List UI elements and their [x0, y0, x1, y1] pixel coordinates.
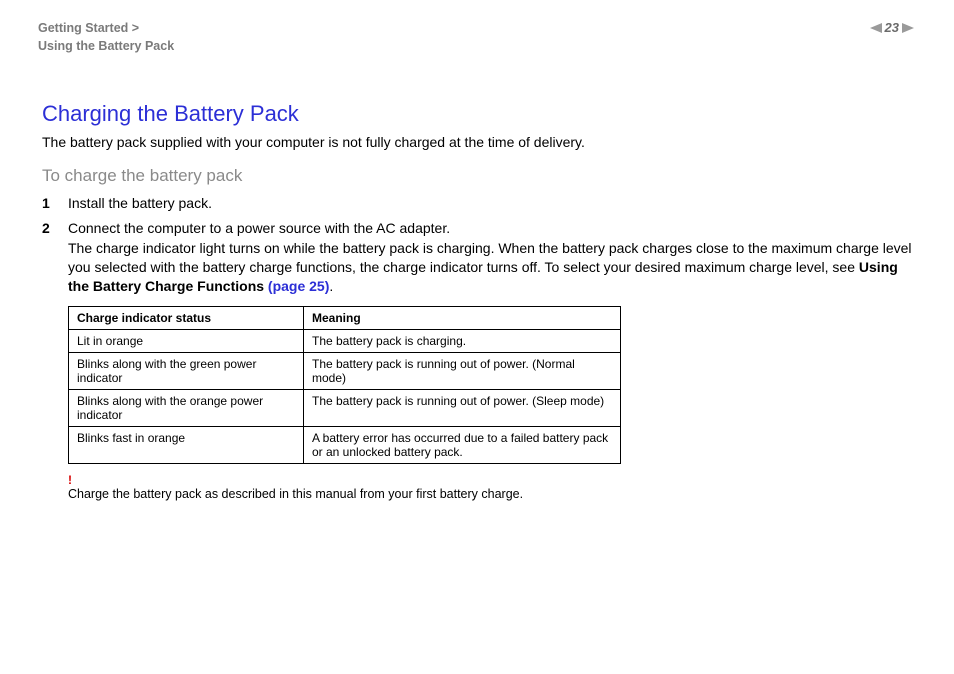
page-number: 23 [885, 20, 899, 35]
content-area: Charging the Battery Pack The battery pa… [38, 101, 916, 501]
step-line: Connect the computer to a power source w… [68, 220, 450, 236]
step-line: The charge indicator light turns on whil… [68, 240, 912, 275]
step-number: 2 [42, 219, 68, 238]
step-text: Connect the computer to a power source w… [68, 219, 916, 296]
table-row: Blinks fast in orange A battery error ha… [69, 427, 621, 464]
breadcrumb-line1: Getting Started > [38, 21, 139, 35]
cell-meaning: A battery error has occurred due to a fa… [304, 427, 621, 464]
step-line-end: . [329, 278, 333, 294]
table-header-meaning: Meaning [304, 307, 621, 330]
page-header: Getting Started > Using the Battery Pack… [38, 20, 916, 55]
cell-meaning: The battery pack is charging. [304, 330, 621, 353]
note-text: Charge the battery pack as described in … [68, 487, 523, 501]
cell-status: Blinks along with the green power indica… [69, 353, 304, 390]
cell-meaning: The battery pack is running out of power… [304, 390, 621, 427]
main-heading: Charging the Battery Pack [42, 101, 916, 127]
step-item: 1 Install the battery pack. [42, 194, 916, 213]
sub-heading: To charge the battery pack [42, 166, 916, 186]
table-row: Blinks along with the green power indica… [69, 353, 621, 390]
cell-status: Blinks fast in orange [69, 427, 304, 464]
cell-meaning: The battery pack is running out of power… [304, 353, 621, 390]
step-text: Install the battery pack. [68, 194, 916, 213]
step-item: 2 Connect the computer to a power source… [42, 219, 916, 296]
table-row: Lit in orange The battery pack is chargi… [69, 330, 621, 353]
note-block: ! Charge the battery pack as described i… [68, 474, 916, 501]
breadcrumb: Getting Started > Using the Battery Pack [38, 20, 174, 55]
intro-paragraph: The battery pack supplied with your comp… [42, 133, 916, 152]
table-row: Blinks along with the orange power indic… [69, 390, 621, 427]
status-table: Charge indicator status Meaning Lit in o… [68, 306, 621, 464]
breadcrumb-line2: Using the Battery Pack [38, 39, 174, 53]
cell-status: Blinks along with the orange power indic… [69, 390, 304, 427]
cell-status: Lit in orange [69, 330, 304, 353]
warning-icon: ! [68, 474, 916, 486]
table-header-row: Charge indicator status Meaning [69, 307, 621, 330]
page-reference-link[interactable]: (page 25) [268, 278, 329, 294]
steps-list: 1 Install the battery pack. 2 Connect th… [42, 194, 916, 297]
page-nav: 23 [868, 20, 916, 35]
table-header-status: Charge indicator status [69, 307, 304, 330]
step-number: 1 [42, 194, 68, 213]
prev-page-arrow-icon[interactable] [868, 22, 882, 34]
next-page-arrow-icon[interactable] [902, 22, 916, 34]
